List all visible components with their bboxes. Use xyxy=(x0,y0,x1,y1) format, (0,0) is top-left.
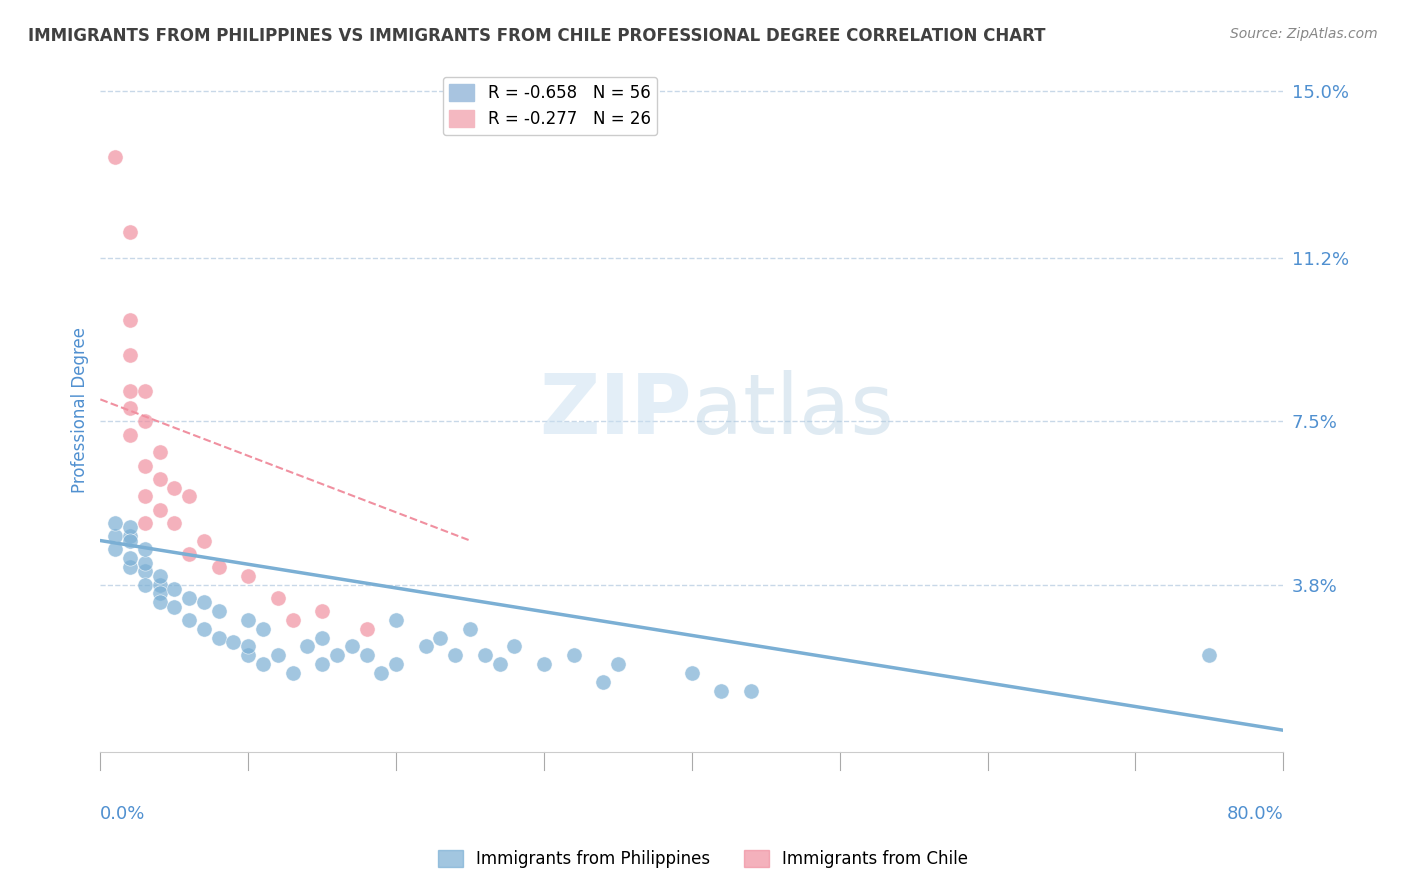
Point xyxy=(267,648,290,663)
Point xyxy=(134,414,156,428)
Point xyxy=(444,648,467,663)
Point xyxy=(118,225,141,239)
Point xyxy=(606,657,628,671)
Point xyxy=(163,516,186,530)
Point xyxy=(208,560,231,574)
Point xyxy=(238,648,260,663)
Y-axis label: Professional Degree: Professional Degree xyxy=(72,327,89,493)
Point xyxy=(533,657,555,671)
Point xyxy=(356,648,378,663)
Point xyxy=(311,631,333,645)
Text: 80.0%: 80.0% xyxy=(1226,805,1284,823)
Point xyxy=(326,648,349,663)
Point xyxy=(134,516,156,530)
Point xyxy=(681,665,703,680)
Point xyxy=(385,657,408,671)
Point xyxy=(340,640,363,654)
Point xyxy=(311,657,333,671)
Point xyxy=(148,445,170,459)
Point xyxy=(134,384,156,398)
Point xyxy=(118,348,141,362)
Point xyxy=(193,595,215,609)
Point xyxy=(370,665,392,680)
Point xyxy=(562,648,585,663)
Point xyxy=(118,529,141,543)
Point xyxy=(177,613,200,627)
Point xyxy=(163,582,186,596)
Point xyxy=(252,657,274,671)
Point xyxy=(222,635,245,649)
Text: Source: ZipAtlas.com: Source: ZipAtlas.com xyxy=(1230,27,1378,41)
Point xyxy=(238,613,260,627)
Point xyxy=(118,520,141,534)
Point xyxy=(488,657,510,671)
Point xyxy=(104,542,127,557)
Point xyxy=(281,665,304,680)
Point xyxy=(177,547,200,561)
Point xyxy=(429,631,451,645)
Point xyxy=(134,490,156,504)
Legend: R = -0.658   N = 56, R = -0.277   N = 26: R = -0.658 N = 56, R = -0.277 N = 26 xyxy=(443,77,657,135)
Point xyxy=(118,427,141,442)
Point xyxy=(134,556,156,570)
Point xyxy=(148,577,170,591)
Point xyxy=(148,595,170,609)
Point xyxy=(1198,648,1220,663)
Point xyxy=(297,640,319,654)
Point xyxy=(134,542,156,557)
Point xyxy=(740,683,762,698)
Point xyxy=(148,472,170,486)
Text: IMMIGRANTS FROM PHILIPPINES VS IMMIGRANTS FROM CHILE PROFESSIONAL DEGREE CORRELA: IMMIGRANTS FROM PHILIPPINES VS IMMIGRANT… xyxy=(28,27,1046,45)
Point xyxy=(163,481,186,495)
Text: ZIP: ZIP xyxy=(540,370,692,451)
Point xyxy=(118,384,141,398)
Point xyxy=(148,586,170,600)
Point xyxy=(238,569,260,583)
Point xyxy=(134,458,156,473)
Point xyxy=(134,577,156,591)
Point xyxy=(267,591,290,605)
Point xyxy=(177,490,200,504)
Point xyxy=(163,599,186,614)
Point xyxy=(193,533,215,548)
Point xyxy=(415,640,437,654)
Point xyxy=(458,622,481,636)
Point xyxy=(193,622,215,636)
Point xyxy=(710,683,733,698)
Point xyxy=(118,560,141,574)
Point xyxy=(104,150,127,164)
Point xyxy=(238,640,260,654)
Text: 0.0%: 0.0% xyxy=(100,805,146,823)
Point xyxy=(148,502,170,516)
Point xyxy=(118,533,141,548)
Point xyxy=(148,569,170,583)
Legend: Immigrants from Philippines, Immigrants from Chile: Immigrants from Philippines, Immigrants … xyxy=(432,843,974,875)
Point xyxy=(104,529,127,543)
Point xyxy=(281,613,304,627)
Point xyxy=(134,565,156,579)
Point xyxy=(311,604,333,618)
Point xyxy=(177,591,200,605)
Point xyxy=(474,648,496,663)
Point xyxy=(385,613,408,627)
Point xyxy=(118,401,141,416)
Point xyxy=(208,631,231,645)
Point xyxy=(208,604,231,618)
Point xyxy=(118,551,141,566)
Point xyxy=(104,516,127,530)
Point xyxy=(118,313,141,327)
Text: atlas: atlas xyxy=(692,370,894,451)
Point xyxy=(252,622,274,636)
Point xyxy=(356,622,378,636)
Point xyxy=(592,674,614,689)
Point xyxy=(503,640,526,654)
